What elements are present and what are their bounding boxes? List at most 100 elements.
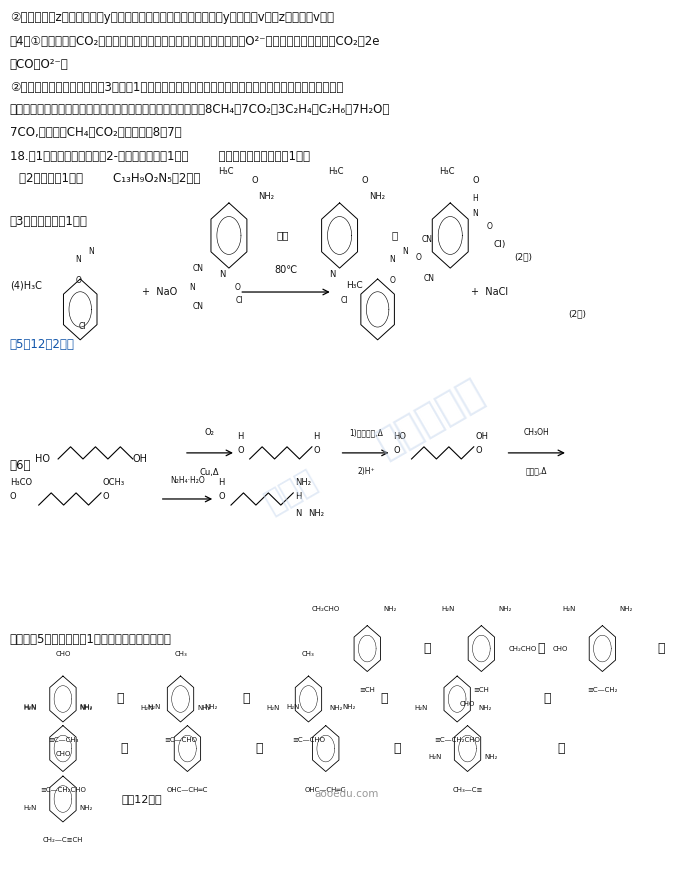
Text: (4)H₃C: (4)H₃C bbox=[10, 281, 42, 291]
Text: CN: CN bbox=[421, 235, 432, 245]
Text: H₂N: H₂N bbox=[24, 805, 37, 811]
Text: CH₂CHO: CH₂CHO bbox=[311, 605, 340, 611]
Text: 高中试卷君: 高中试卷君 bbox=[369, 373, 489, 463]
Text: ≡C—CH₃: ≡C—CH₃ bbox=[48, 737, 78, 743]
Text: CHO: CHO bbox=[55, 752, 71, 757]
Text: NH₂: NH₂ bbox=[342, 704, 356, 710]
Text: H₃C: H₃C bbox=[346, 281, 363, 290]
Text: O: O bbox=[475, 446, 482, 455]
Text: +  NaO: + NaO bbox=[143, 287, 177, 297]
Text: 公众号: 公众号 bbox=[260, 466, 322, 518]
Text: ≡C—CHO: ≡C—CHO bbox=[292, 737, 325, 743]
Text: （6）: （6） bbox=[10, 459, 31, 472]
Text: NH₂: NH₂ bbox=[384, 605, 397, 611]
Text: CN: CN bbox=[424, 274, 435, 283]
Text: 、: 、 bbox=[120, 742, 128, 755]
Text: CHO: CHO bbox=[460, 701, 475, 707]
Text: O: O bbox=[234, 283, 240, 292]
Text: CN: CN bbox=[193, 302, 204, 311]
Text: （5）12（2分）: （5）12（2分） bbox=[10, 338, 75, 351]
Text: O: O bbox=[76, 276, 81, 285]
Text: H₃C: H₃C bbox=[439, 166, 455, 176]
Text: NH₂: NH₂ bbox=[484, 754, 498, 760]
Text: CH₂—C≡CH: CH₂—C≡CH bbox=[43, 837, 83, 843]
Text: ，共12种。: ，共12种。 bbox=[122, 794, 162, 804]
Text: O: O bbox=[473, 176, 479, 186]
Text: 、: 、 bbox=[380, 692, 388, 706]
Text: NH₂: NH₂ bbox=[204, 704, 218, 710]
Text: H₂N: H₂N bbox=[286, 704, 299, 710]
Text: H₃CO: H₃CO bbox=[10, 478, 32, 487]
Text: CHO: CHO bbox=[55, 652, 71, 658]
Text: 18.（1）邻甲基苯甲酸（或2-甲基苯甲酸）（1分）        乙醇、浓硫酸、加热（1分）: 18.（1）邻甲基苯甲酸（或2-甲基苯甲酸）（1分） 乙醇、浓硫酸、加热（1分） bbox=[10, 151, 310, 163]
Text: 7CO,则消耗的CH₄和CO₂的体积比为8：7。: 7CO,则消耗的CH₄和CO₂的体积比为8：7。 bbox=[10, 126, 182, 138]
Text: NH₂: NH₂ bbox=[619, 605, 633, 611]
Text: ≡C—CH₂CHO: ≡C—CH₂CHO bbox=[435, 737, 480, 743]
Text: NH₂: NH₂ bbox=[80, 705, 93, 711]
Text: 、: 、 bbox=[116, 692, 124, 706]
Text: H₂N: H₂N bbox=[428, 754, 441, 760]
Text: O: O bbox=[486, 222, 492, 232]
Text: O₂: O₂ bbox=[204, 429, 215, 437]
Text: OH: OH bbox=[133, 454, 148, 464]
Text: ②由图可知，z点的温度高于y点，温度越高，反应速率越快，所以y点对应的v正＜z点对应的v正。: ②由图可知，z点的温度高于y点，温度越高，反应速率越快，所以y点对应的v正＜z点… bbox=[10, 11, 334, 24]
Text: OHC—CH═C: OHC—CH═C bbox=[305, 787, 346, 793]
Text: OH: OH bbox=[475, 432, 488, 441]
Text: H₂N: H₂N bbox=[24, 705, 37, 711]
Text: O: O bbox=[313, 446, 320, 455]
Text: ≡CH: ≡CH bbox=[473, 687, 489, 692]
Text: N: N bbox=[389, 255, 395, 264]
Text: 、: 、 bbox=[658, 642, 665, 655]
Text: NH₂: NH₂ bbox=[295, 478, 310, 487]
Text: O: O bbox=[218, 492, 225, 501]
Text: 80℃: 80℃ bbox=[274, 266, 297, 275]
Text: （或: （或 bbox=[277, 231, 289, 240]
Text: 、: 、 bbox=[543, 692, 551, 706]
Text: H₂N: H₂N bbox=[141, 705, 155, 711]
Text: NH₂: NH₂ bbox=[498, 605, 511, 611]
Text: N: N bbox=[189, 283, 195, 292]
Text: H: H bbox=[473, 194, 478, 204]
Text: 、: 、 bbox=[255, 742, 263, 755]
Text: HO: HO bbox=[394, 432, 407, 441]
Text: 、: 、 bbox=[557, 742, 565, 755]
Text: H: H bbox=[218, 478, 225, 487]
Text: 1)银氨溶液,Δ: 1)银氨溶液,Δ bbox=[349, 429, 383, 437]
Text: ②设生成的乙烯和乙烷分别为3体积和1体积，根据阿伏加德罗定律，同温同压下，气体的体积之比等于气: ②设生成的乙烯和乙烷分别为3体积和1体积，根据阿伏加德罗定律，同温同压下，气体的… bbox=[10, 81, 343, 94]
Text: O: O bbox=[10, 492, 17, 501]
Text: H₃C: H₃C bbox=[218, 166, 234, 176]
Text: N: N bbox=[402, 246, 407, 256]
Text: H₃C: H₃C bbox=[328, 166, 344, 176]
Text: HO: HO bbox=[35, 454, 51, 464]
Text: CH₃: CH₃ bbox=[302, 652, 315, 658]
Text: ＝CO＋O²⁻。: ＝CO＋O²⁻。 bbox=[10, 58, 69, 71]
Text: 、: 、 bbox=[393, 742, 401, 755]
Text: ≡C—CH₂: ≡C—CH₂ bbox=[587, 687, 617, 692]
Text: H₂N: H₂N bbox=[563, 605, 576, 611]
Text: 、: 、 bbox=[538, 642, 545, 655]
Text: 、: 、 bbox=[423, 642, 431, 655]
Text: H: H bbox=[295, 492, 301, 501]
Text: NH₂: NH₂ bbox=[369, 192, 385, 201]
Text: CH₃: CH₃ bbox=[174, 652, 187, 658]
Text: (2分): (2分) bbox=[568, 309, 586, 318]
Text: N: N bbox=[329, 270, 336, 279]
Text: （4）①由图可知，CO₂在阴极得电子，发生还原反应，固体电解质传导O²⁻，据此写出电极反应为CO₂＋2e: （4）①由图可知，CO₂在阴极得电子，发生还原反应，固体电解质传导O²⁻，据此写… bbox=[10, 36, 380, 49]
Text: H₂N: H₂N bbox=[414, 705, 428, 711]
Text: Cl: Cl bbox=[341, 296, 349, 305]
Text: aooedu.com: aooedu.com bbox=[315, 789, 378, 799]
Text: O: O bbox=[394, 446, 400, 455]
Text: （2）酯基（1分）        C₁₃H₉O₂N₅（2分）: （2）酯基（1分） C₁₃H₉O₂N₅（2分） bbox=[19, 172, 200, 185]
Text: O: O bbox=[251, 176, 258, 186]
Text: NH₂: NH₂ bbox=[258, 192, 274, 201]
Text: ≡CH: ≡CH bbox=[359, 687, 375, 692]
Text: CN: CN bbox=[193, 264, 204, 273]
Text: CHO: CHO bbox=[552, 645, 568, 652]
Text: N: N bbox=[219, 270, 225, 279]
Text: N: N bbox=[295, 510, 301, 518]
Text: ≡C—CH₂CHO: ≡C—CH₂CHO bbox=[40, 787, 86, 793]
Text: 2)H⁺: 2)H⁺ bbox=[357, 467, 375, 476]
Text: （3）取代反应（1分）: （3）取代反应（1分） bbox=[10, 215, 87, 228]
Text: N: N bbox=[473, 209, 478, 219]
Text: 浓硫酸,Δ: 浓硫酸,Δ bbox=[526, 467, 547, 476]
